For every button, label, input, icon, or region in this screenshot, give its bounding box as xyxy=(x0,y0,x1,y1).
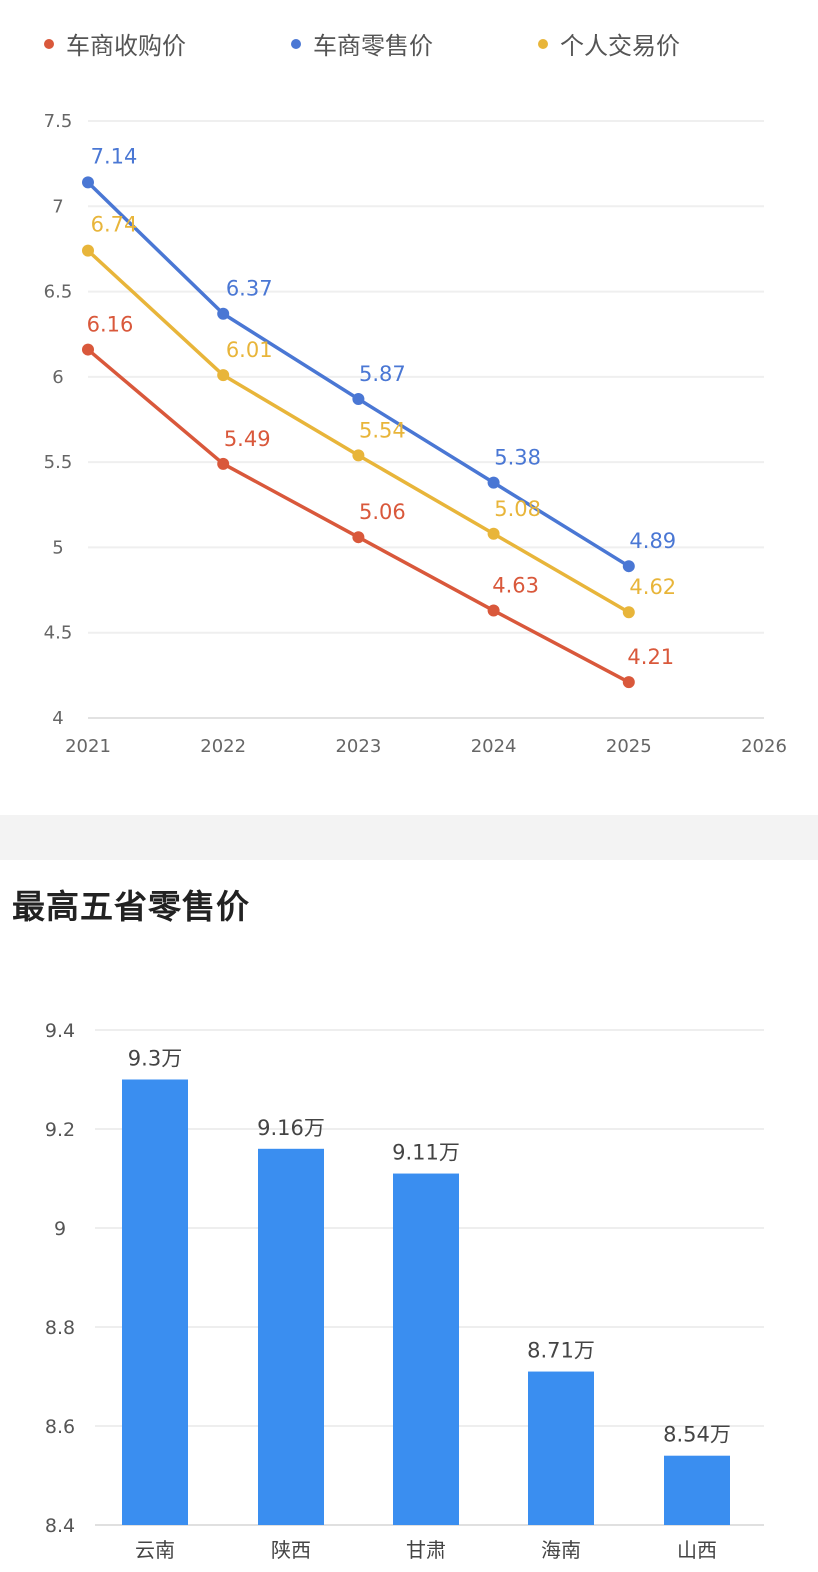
line-chart-y-tick: 5.5 xyxy=(44,452,73,473)
line-chart-y-tick: 4.5 xyxy=(44,623,73,644)
bar-category-label: 山西 xyxy=(677,1538,717,1562)
legend-item-personal: 个人交易价 xyxy=(538,26,680,61)
line-chart: 4 4.5 5 5.5 6 6.5 7 7.5 2021 2022 2023 2024 2025 2026… xyxy=(44,111,787,757)
bar-data-label: 9.3万 xyxy=(128,1047,182,1071)
series-data-label: 6.01 xyxy=(226,338,273,362)
bar-chart-y-tick: 8.4 xyxy=(45,1515,75,1537)
bar-category-label: 海南 xyxy=(541,1538,581,1562)
series-data-label: 5.54 xyxy=(359,418,406,442)
series-data-label: 5.49 xyxy=(224,427,271,451)
series-data-label: 4.89 xyxy=(629,529,676,553)
legend-label-personal: 个人交易价 xyxy=(560,32,680,60)
bar-chart-y-tick: 8.6 xyxy=(45,1416,75,1438)
line-chart-x-tick: 2022 xyxy=(200,736,246,757)
line-chart-y-tick: 6 xyxy=(52,367,63,388)
series-data-label: 5.08 xyxy=(494,497,541,521)
series-point xyxy=(622,606,635,619)
series-point xyxy=(487,604,500,617)
legend-dot-acquisition xyxy=(44,38,54,49)
line-chart-x-tick: 2026 xyxy=(741,736,787,757)
series-point xyxy=(487,527,500,540)
legend-label-acquisition: 车商收购价 xyxy=(66,32,186,60)
bar-chart-y-tick: 8.8 xyxy=(45,1317,75,1339)
series-data-label: 6.74 xyxy=(91,213,138,237)
series-point xyxy=(82,343,94,356)
line-chart-x-tick: 2023 xyxy=(335,736,381,757)
line-chart-y-tick: 6.5 xyxy=(44,282,73,303)
bar-category-label: 甘肃 xyxy=(406,1538,446,1562)
series-data-label: 5.06 xyxy=(359,500,406,524)
line-chart-x-tick: 2024 xyxy=(471,736,517,757)
series-point xyxy=(217,307,230,320)
bar-chart-y-tick: 9.2 xyxy=(45,1119,75,1141)
series-data-label: 7.14 xyxy=(91,144,138,168)
line-chart-y-tick: 7.5 xyxy=(44,111,73,132)
line-chart-legend: 车商收购价 车商零售价 个人交易价 xyxy=(0,26,818,66)
bar-data-label: 8.71万 xyxy=(527,1339,595,1363)
bar-chart-title: 最高五省零售价 xyxy=(12,887,250,926)
series-data-label: 4.62 xyxy=(629,575,676,599)
series-point xyxy=(352,449,365,462)
bar-chart-y-tick: 9 xyxy=(54,1218,66,1240)
bar xyxy=(664,1455,730,1525)
series-data-label: 4.63 xyxy=(492,574,539,598)
series-data-label: 5.38 xyxy=(494,446,541,470)
series-data-label: 4.21 xyxy=(627,645,674,669)
series-point xyxy=(487,476,500,489)
section-divider xyxy=(0,815,818,860)
series-point xyxy=(352,531,365,544)
series-data-label: 5.87 xyxy=(359,362,406,386)
bar-chart-y-tick: 9.4 xyxy=(45,1020,75,1042)
legend-dot-retail xyxy=(291,38,301,49)
line-chart-y-tick: 4 xyxy=(52,708,63,729)
legend-label-retail: 车商零售价 xyxy=(313,32,433,60)
series-point xyxy=(622,676,635,689)
bar-data-label: 9.11万 xyxy=(392,1141,460,1165)
series-point xyxy=(352,393,365,406)
bar-category-label: 云南 xyxy=(135,1538,175,1562)
series-point xyxy=(217,457,230,470)
legend-item-retail: 车商零售价 xyxy=(291,26,433,61)
legend-item-acquisition: 车商收购价 xyxy=(44,26,186,61)
line-chart-y-tick: 5 xyxy=(52,537,63,558)
series-data-label: 6.16 xyxy=(87,313,134,337)
bar xyxy=(528,1371,594,1525)
bar xyxy=(258,1148,324,1525)
bar-data-label: 9.16万 xyxy=(257,1116,325,1140)
series-data-label: 6.37 xyxy=(226,277,273,301)
line-chart-x-tick: 2025 xyxy=(606,736,652,757)
series-point xyxy=(622,560,635,573)
bar-category-label: 陕西 xyxy=(271,1538,311,1562)
bar xyxy=(122,1079,188,1525)
bar-data-label: 8.54万 xyxy=(663,1423,731,1447)
line-chart-x-tick: 2021 xyxy=(65,736,111,757)
series-point xyxy=(82,176,94,189)
series-point xyxy=(82,244,94,257)
line-chart-y-tick: 7 xyxy=(52,196,63,217)
series-point xyxy=(217,369,230,382)
line-chart-section xyxy=(0,0,818,815)
bar xyxy=(393,1173,459,1525)
legend-dot-personal xyxy=(538,38,548,49)
